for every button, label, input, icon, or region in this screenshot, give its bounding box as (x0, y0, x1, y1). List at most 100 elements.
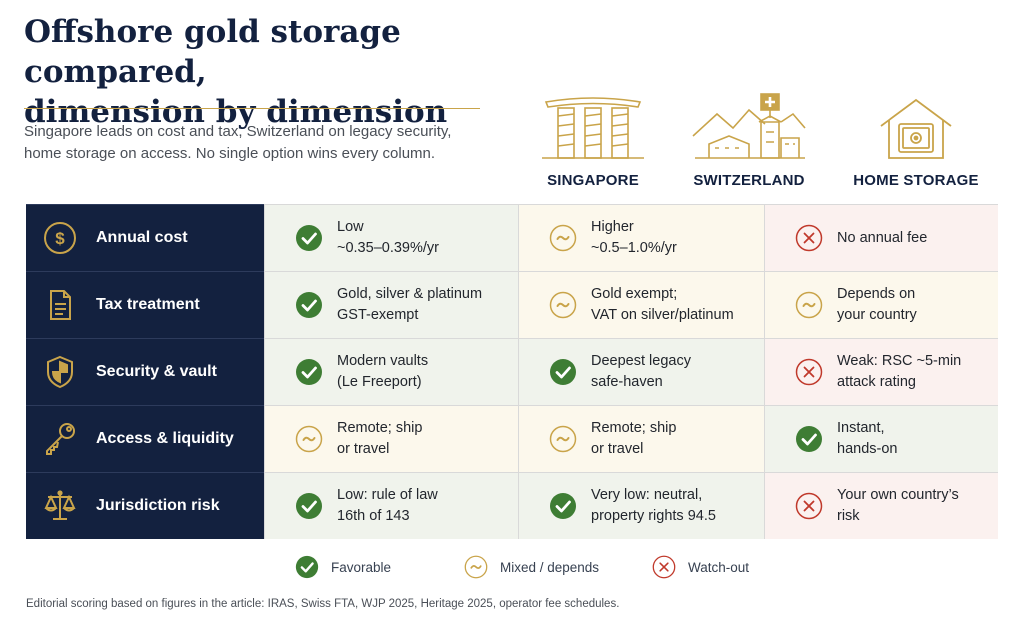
title-line-2: dimension by dimension (24, 94, 448, 130)
row-header-tax-treatment: Tax treatment (26, 271, 264, 338)
check-circle-icon (296, 225, 322, 251)
cell-line-1: Low (337, 219, 364, 235)
cell-line-2: property rights 94.5 (591, 508, 716, 524)
key-icon (46, 423, 75, 455)
dimension-label: Jurisdiction risk (96, 497, 220, 514)
tilde-circle-icon (549, 425, 577, 453)
tilde-circle-icon (464, 555, 488, 579)
cell-line-2: or travel (337, 441, 390, 457)
x-circle-icon (795, 492, 823, 520)
dimension-label: Security & vault (96, 363, 217, 380)
dollar-coin-icon: $ (44, 222, 76, 254)
cell-line-2: VAT on silver/platinum (591, 307, 734, 323)
check-circle-icon (550, 493, 576, 519)
legend-mixed: Mixed / depends (464, 555, 599, 579)
x-circle-icon (795, 358, 823, 386)
tilde-circle-icon (295, 425, 323, 453)
marina-bay-skyline-icon (542, 97, 644, 159)
check-circle-icon (296, 292, 322, 318)
footnote: Editorial scoring based on figures in th… (26, 598, 620, 610)
cell-line-1: Weak: RSC ~5-min (837, 353, 962, 369)
cell-jurisdiction-switzerland: Very low: neutral, property rights 94.5 (518, 472, 764, 539)
title-divider (24, 108, 480, 109)
cell-line-1: Remote; ship (591, 420, 677, 436)
row-header-jurisdiction-risk: Jurisdiction risk (26, 472, 264, 539)
row-header-access-liquidity: Access & liquidity (26, 405, 264, 472)
cell-line-2: or travel (591, 441, 644, 457)
cell-annual-cost-home: No annual fee (764, 204, 998, 271)
legend-label: Mixed / depends (500, 559, 600, 575)
cell-access-home: Instant, hands-on (764, 405, 998, 472)
cell-line-1: Higher (591, 219, 634, 235)
legend-label: Favorable (331, 559, 392, 575)
tilde-circle-icon (549, 224, 577, 252)
cell-security-home: Weak: RSC ~5-min attack rating (764, 338, 998, 405)
dimension-label: Access & liquidity (96, 430, 234, 447)
cell-jurisdiction-home: Your own country’s risk (764, 472, 998, 539)
cell-line-1: No annual fee (837, 229, 928, 246)
cell-access-singapore: Remote; ship or travel (264, 405, 518, 472)
cell-line-1: Instant, (837, 420, 885, 436)
check-circle-icon (796, 426, 822, 452)
cell-jurisdiction-singapore: Low: rule of law 16th of 143 (264, 472, 518, 539)
dimension-label: Tax treatment (96, 296, 200, 313)
cell-line-2: ~0.5–1.0%/yr (591, 240, 677, 256)
subtitle-line-2: home storage on access. No single option… (24, 145, 436, 162)
cell-annual-cost-singapore: Low ~0.35–0.39%/yr (264, 204, 518, 271)
cell-annual-cost-switzerland: Higher ~0.5–1.0%/yr (518, 204, 764, 271)
home-safe-icon (880, 98, 952, 159)
svg-text:$: $ (55, 229, 65, 248)
legend-favorable: Favorable (295, 555, 391, 579)
legend-watch-out: Watch-out (652, 555, 749, 579)
cell-line-1: Gold exempt; (591, 286, 678, 302)
comparison-table: $ Annual cost Low ~0.35–0.39%/yr Higher ~0… (26, 204, 998, 539)
row-header-annual-cost: $ Annual cost (26, 204, 264, 271)
title-line-1: Offshore gold storage compared, (24, 14, 401, 90)
tilde-circle-icon (549, 291, 577, 319)
cell-access-switzerland: Remote; ship or travel (518, 405, 764, 472)
page-title: Offshore gold storage compared, dimensio… (24, 12, 584, 132)
cell-line-1: Modern vaults (337, 353, 429, 369)
check-circle-icon (296, 359, 322, 385)
subtitle: Singapore leads on cost and tax, Switzer… (24, 121, 494, 165)
cell-line-1: Depends on (837, 286, 916, 302)
cell-line-1: Deepest legacy (591, 353, 691, 369)
check-circle-icon (295, 555, 319, 579)
document-icon (50, 290, 71, 320)
check-circle-icon (550, 359, 576, 385)
cell-line-2: ~0.35–0.39%/yr (337, 240, 439, 256)
column-label: SWITZERLAND (693, 172, 805, 189)
column-header-home-storage: HOME STORAGE (836, 92, 996, 189)
tilde-circle-icon (795, 291, 823, 319)
cell-line-1: Remote; ship (337, 420, 423, 436)
x-circle-icon (652, 555, 676, 579)
row-header-security-vault: Security & vault (26, 338, 264, 405)
cell-line-2: (Le Freeport) (337, 374, 422, 390)
cell-line-2: risk (837, 508, 860, 524)
legend: Favorable Mixed / depends Watch-out (0, 555, 1024, 581)
dimension-label: Annual cost (96, 229, 188, 246)
cell-line-1: Gold, silver & platinum (337, 286, 483, 302)
cell-line-1: Low: rule of law (337, 487, 438, 503)
subtitle-line-1: Singapore leads on cost and tax, Switzer… (24, 123, 452, 140)
shield-icon (47, 355, 73, 389)
cell-tax-treatment-home: Depends on your country (764, 271, 998, 338)
cell-line-2: hands-on (837, 441, 898, 457)
check-circle-icon (296, 493, 322, 519)
x-circle-icon (795, 224, 823, 252)
cell-security-singapore: Modern vaults (Le Freeport) (264, 338, 518, 405)
cell-tax-treatment-switzerland: Gold exempt; VAT on silver/platinum (518, 271, 764, 338)
legend-label: Watch-out (688, 559, 750, 575)
scales-icon (44, 490, 76, 520)
swiss-town-mountains-icon (692, 93, 806, 159)
column-header-switzerland: SWITZERLAND (669, 92, 829, 189)
cell-line-1: Your own country’s (837, 487, 959, 503)
cell-security-switzerland: Deepest legacy safe-haven (518, 338, 764, 405)
column-header-singapore: SINGAPORE (513, 92, 673, 189)
column-label: SINGAPORE (547, 172, 639, 189)
cell-line-2: your country (837, 307, 917, 323)
cell-line-1: Very low: neutral, (591, 487, 703, 503)
cell-line-2: 16th of 143 (337, 508, 410, 524)
cell-tax-treatment-singapore: Gold, silver & platinum GST-exempt (264, 271, 518, 338)
cell-line-2: GST-exempt (337, 307, 419, 323)
